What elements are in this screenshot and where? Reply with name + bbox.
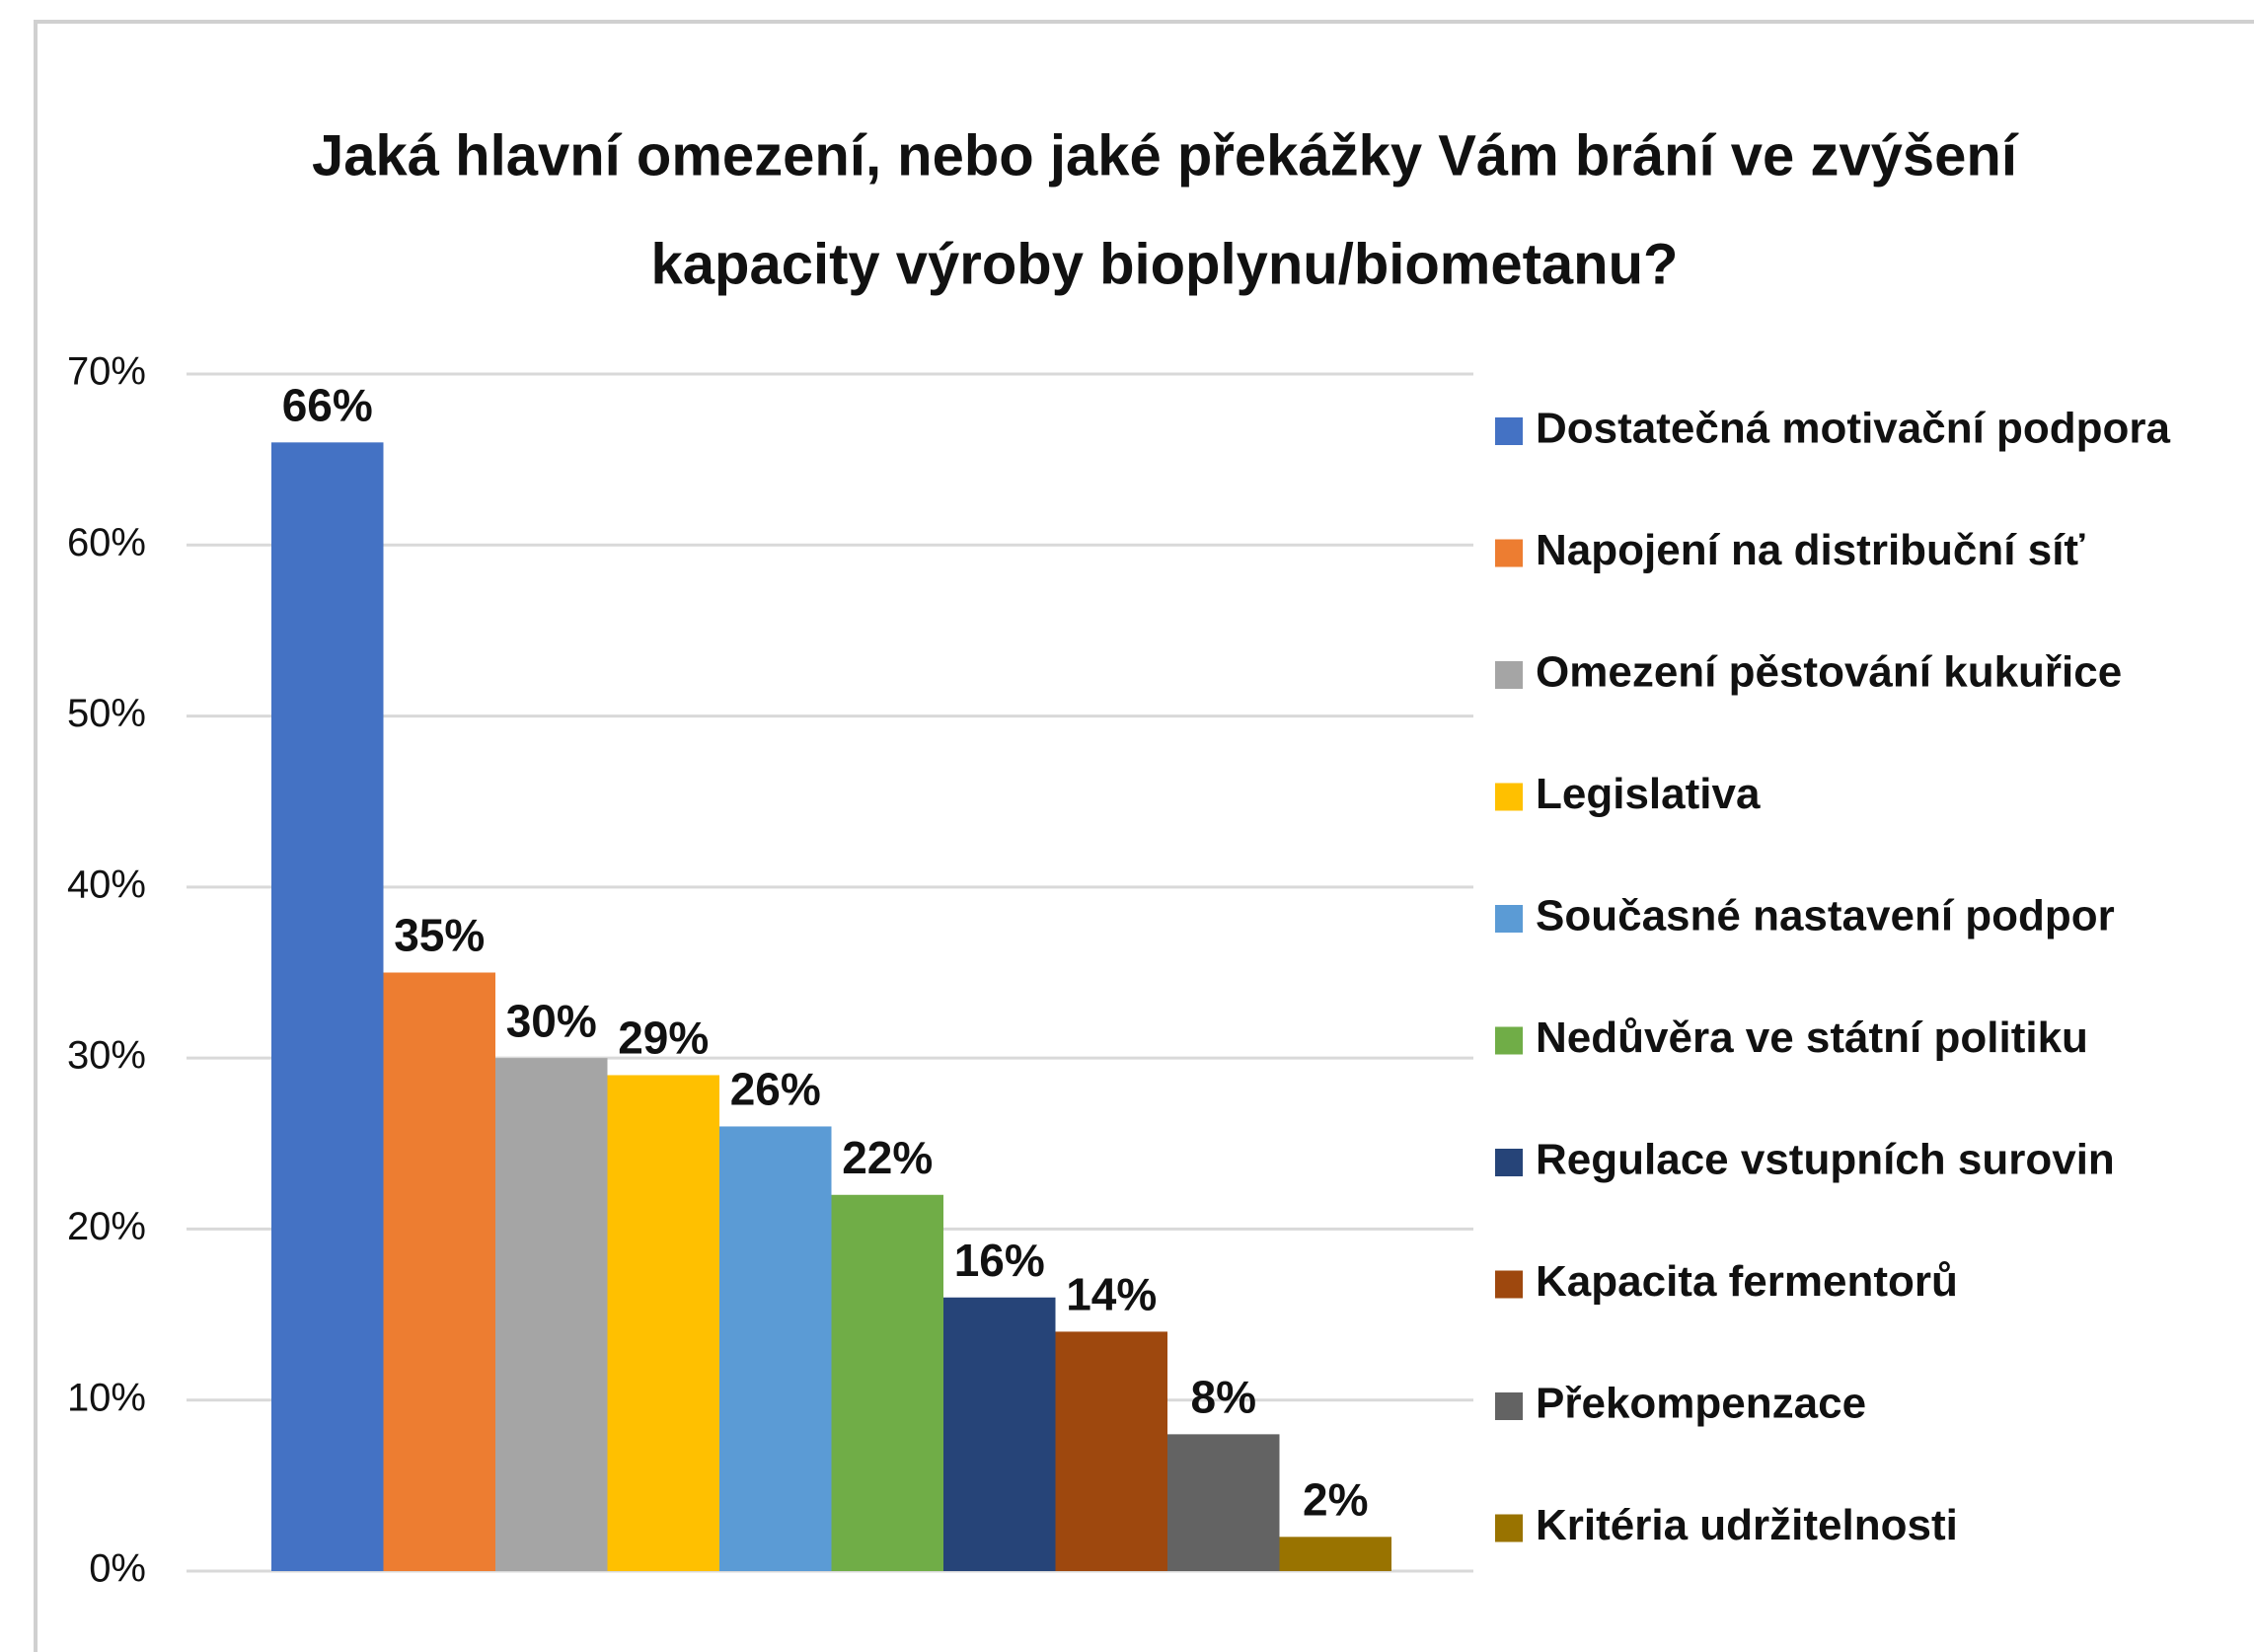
legend-label: Překompenzace (1536, 1380, 1866, 1428)
legend-swatch (1495, 905, 1523, 933)
data-label: 14% (1066, 1269, 1157, 1320)
legend-swatch (1495, 661, 1523, 689)
data-label: 26% (730, 1064, 821, 1115)
y-tick-label: 30% (67, 1034, 146, 1078)
data-label: 16% (954, 1235, 1045, 1286)
y-tick-label: 10% (67, 1376, 146, 1419)
data-label: 29% (618, 1013, 709, 1064)
data-label: 66% (282, 379, 373, 430)
bar (1167, 1434, 1280, 1571)
data-label: 2% (1303, 1473, 1368, 1525)
legend-swatch (1495, 1514, 1523, 1542)
y-tick-label: 40% (67, 863, 146, 906)
chart-frame (34, 20, 2254, 1652)
bar (1055, 1331, 1167, 1571)
legend-label: Současné nastavení podpor (1536, 892, 2115, 940)
legend-swatch (1495, 1392, 1523, 1420)
legend-swatch (1495, 1026, 1523, 1055)
bar (607, 1075, 719, 1571)
legend-swatch (1495, 783, 1523, 811)
data-label: 22% (842, 1132, 933, 1183)
bar (495, 1058, 608, 1571)
legend-label: Kapacita fermentorů (1536, 1257, 1958, 1306)
legend-swatch (1495, 417, 1523, 445)
chart-title: Jaká hlavní omezení, nebo jaké překážky … (312, 123, 2019, 188)
bar (271, 442, 384, 1571)
data-label: 30% (506, 995, 597, 1046)
legend-label: Dostatečná motivační podpora (1536, 405, 2171, 453)
y-tick-label: 60% (67, 521, 146, 564)
legend-label: Nedůvěra ve státní politiku (1536, 1014, 2088, 1062)
bar (719, 1126, 832, 1571)
y-tick-label: 70% (67, 350, 146, 394)
y-tick-label: 0% (89, 1547, 146, 1591)
legend-swatch (1495, 1270, 1523, 1299)
legend-label: Napojení na distribuční síť (1536, 526, 2085, 574)
y-tick-label: 20% (67, 1205, 146, 1248)
legend-label: Regulace vstupních surovin (1536, 1136, 2115, 1184)
bar (1279, 1537, 1391, 1571)
bar (383, 972, 495, 1571)
bar (831, 1194, 943, 1571)
legend-swatch (1495, 539, 1523, 567)
bar (943, 1297, 1056, 1571)
legend-label: Legislativa (1536, 770, 1761, 818)
data-label: 35% (394, 910, 485, 961)
legend-label: Kritéria udržitelnosti (1536, 1501, 1958, 1549)
chart-title: kapacity výroby bioplynu/biometanu? (651, 232, 1679, 296)
legend-label: Omezení pěstování kukuřice (1536, 648, 2122, 697)
y-tick-label: 50% (67, 692, 146, 735)
legend-swatch (1495, 1149, 1523, 1176)
data-label: 8% (1191, 1372, 1256, 1423)
